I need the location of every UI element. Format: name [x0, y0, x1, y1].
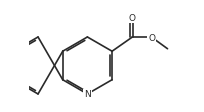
- Text: O: O: [128, 14, 135, 23]
- Text: O: O: [148, 33, 155, 42]
- Text: N: N: [84, 90, 91, 99]
